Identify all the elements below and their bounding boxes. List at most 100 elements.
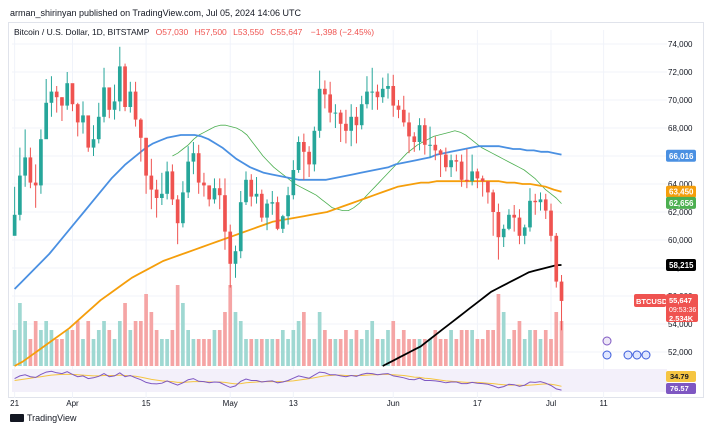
volume-bar <box>317 312 322 366</box>
volume-bar <box>491 330 496 366</box>
candle-body <box>543 199 548 211</box>
volume-bar <box>349 339 354 366</box>
volume-bar <box>380 339 385 366</box>
volume-bar <box>512 330 517 366</box>
volume-bar <box>538 339 543 366</box>
moving-average-line <box>382 264 562 367</box>
candle-body <box>359 104 364 126</box>
volume-bar <box>449 330 453 366</box>
last-price-label: 55,647 <box>669 296 692 305</box>
candle-body <box>422 125 427 145</box>
volume-bar <box>522 339 527 366</box>
candle-body <box>23 157 27 176</box>
candle-body <box>386 86 390 89</box>
volume-bar <box>33 321 38 366</box>
candle-body <box>433 144 438 151</box>
volume-bar <box>223 312 227 366</box>
candle-body <box>354 116 359 126</box>
candle-body <box>475 171 480 179</box>
volume-bar <box>181 303 185 366</box>
volume-bar <box>233 312 238 366</box>
y-axis-tick-label: 68,000 <box>668 124 693 133</box>
candle-body <box>280 216 285 229</box>
volume-bar <box>18 303 22 366</box>
volume-bar <box>207 339 212 366</box>
candle-body <box>196 153 201 183</box>
volume-bar <box>470 330 474 366</box>
volume-bar <box>486 330 490 366</box>
volume-bar <box>528 330 532 366</box>
candle-body <box>60 97 64 106</box>
candle-body <box>39 139 43 186</box>
volume-bar <box>438 339 443 366</box>
price-tag-label: 58,215 <box>669 261 694 270</box>
rsi-tag-bg <box>666 383 696 394</box>
volume-bar <box>286 339 290 366</box>
candle-body <box>286 195 290 217</box>
volume-bar <box>165 339 169 366</box>
volume-bar <box>212 330 217 366</box>
volume-bar <box>170 330 175 366</box>
volume-bar <box>507 339 511 366</box>
candle-body <box>28 157 33 183</box>
volume-bar <box>475 339 480 366</box>
price-tag-label-bg <box>666 196 696 209</box>
y-axis-tick-label: 72,000 <box>668 68 693 77</box>
volume-bar <box>160 339 164 366</box>
volume-bar <box>443 339 448 366</box>
event-flag-icon <box>641 350 651 360</box>
x-axis-tick-label: 15 <box>142 399 151 408</box>
candle-body <box>123 66 127 107</box>
volume-bar <box>217 330 222 366</box>
candle-body <box>417 125 422 142</box>
volume-bar <box>249 339 254 366</box>
candle-body <box>538 199 543 203</box>
volume-bar <box>91 339 96 366</box>
volume-bar <box>412 339 417 366</box>
volume-bar <box>396 339 401 366</box>
candle-body <box>454 160 459 162</box>
candle-body <box>480 178 485 182</box>
candle-body <box>233 251 238 264</box>
tradingview-footer[interactable]: TradingView <box>10 413 77 423</box>
candle-body <box>501 228 506 238</box>
candle-body <box>307 151 311 165</box>
candle-body <box>533 200 538 203</box>
candle-body <box>223 195 227 232</box>
volume-bar <box>81 339 85 366</box>
candle-body <box>228 231 233 264</box>
volume-bar <box>23 321 27 366</box>
last-price-box-bg <box>666 293 698 322</box>
volume-bar <box>280 330 285 366</box>
volume-bar <box>96 330 101 366</box>
candle-body <box>12 214 17 236</box>
volume-bar <box>312 339 317 366</box>
volume-bar <box>359 339 364 366</box>
candle-body <box>559 281 564 301</box>
candle-body <box>449 160 453 168</box>
volume-bar <box>133 321 138 366</box>
volume-bar <box>422 339 427 366</box>
candle-body <box>81 115 85 123</box>
candle-body <box>86 115 91 148</box>
low-value: L53,550 <box>233 27 264 37</box>
candle-body <box>328 94 332 113</box>
candle-body <box>491 192 496 212</box>
candle-body <box>112 101 117 110</box>
candle-body <box>202 182 206 186</box>
y-axis-tick-label: 70,000 <box>668 96 693 105</box>
candle-body <box>428 144 432 146</box>
volume-bar <box>375 339 380 366</box>
candle-body <box>149 175 154 190</box>
candle-body <box>302 142 306 152</box>
candle-body <box>65 83 70 106</box>
x-axis-tick-label: May <box>223 399 238 408</box>
volume-bar <box>480 339 485 366</box>
price-tag-label: 63,450 <box>669 188 694 197</box>
rsi-value-label: 76.57 <box>670 384 689 393</box>
volume-bar <box>428 339 432 366</box>
x-axis-tick-label: Apr <box>66 399 79 408</box>
moving-average-line <box>172 124 562 212</box>
candle-body <box>517 217 522 236</box>
